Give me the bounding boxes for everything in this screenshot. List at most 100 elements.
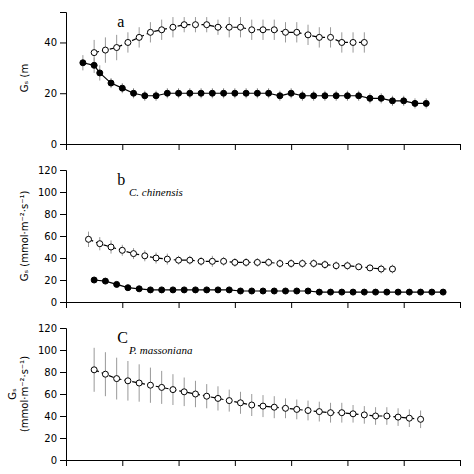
point: [215, 287, 221, 293]
point: [316, 34, 322, 40]
point: [311, 261, 317, 267]
x-tick: [179, 460, 180, 466]
point: [91, 367, 97, 373]
point: [114, 281, 120, 287]
point: [339, 289, 345, 295]
point: [299, 93, 305, 99]
x-tick: [291, 460, 292, 466]
point: [243, 259, 249, 265]
point: [142, 93, 148, 99]
x-tick: [291, 302, 292, 308]
x-tick-mark: [347, 144, 348, 150]
y-tick: 40: [44, 253, 66, 264]
point: [418, 289, 424, 295]
markers: [86, 236, 396, 272]
y-tick: 60: [44, 389, 66, 400]
point: [226, 398, 232, 404]
panel-label: b: [117, 171, 125, 188]
error-bars: [83, 55, 426, 108]
point: [356, 264, 362, 270]
point: [91, 277, 97, 283]
point: [164, 256, 170, 262]
point: [344, 93, 350, 99]
x-axis-line: [67, 145, 461, 151]
point: [198, 258, 204, 264]
y-axis-title: Gₛ (m: [19, 64, 30, 92]
point: [97, 241, 103, 247]
x-tick: [347, 302, 348, 308]
y-tick-label: 120: [38, 165, 57, 176]
y-axis: 02040: [44, 13, 66, 150]
markers: [80, 60, 429, 107]
point: [232, 90, 238, 96]
y-tick-label: 0: [51, 455, 57, 466]
point: [356, 93, 362, 99]
point: [153, 255, 159, 261]
point: [102, 278, 108, 284]
point: [125, 378, 131, 384]
y-tick-mark: [60, 350, 66, 351]
point: [204, 22, 210, 28]
figure: 02040Gₛ (ma020406080100120Gₛ (mmol·m⁻²·s…: [0, 0, 474, 474]
error-bars: [94, 17, 364, 65]
point: [159, 287, 165, 293]
y-tick-label: 100: [38, 345, 57, 356]
x-tick-mark: [291, 460, 292, 466]
point: [237, 400, 243, 406]
point: [328, 289, 334, 295]
point: [361, 289, 367, 295]
x-tick: [235, 460, 236, 466]
point: [384, 289, 390, 295]
point: [204, 287, 210, 293]
panel: 02040Gₛ (ma: [19, 13, 461, 151]
point: [271, 27, 277, 33]
point: [412, 100, 418, 106]
y-tick: 20: [44, 433, 66, 444]
point: [333, 263, 339, 269]
point: [108, 80, 114, 86]
y-tick-label: 60: [44, 231, 57, 242]
y-axis: 020406080100120: [38, 165, 67, 308]
point: [384, 413, 390, 419]
point: [147, 29, 153, 35]
x-tick-mark: [235, 302, 236, 308]
point: [367, 265, 373, 271]
x-tick: [404, 460, 405, 466]
x-tick-mark: [460, 460, 461, 466]
point: [316, 289, 322, 295]
point: [147, 287, 153, 293]
x-tick-mark: [347, 460, 348, 466]
point: [237, 24, 243, 30]
x-axis: [67, 144, 461, 150]
species-label: C. chinensis: [129, 186, 183, 198]
series-line: [89, 239, 393, 269]
x-tick: [460, 302, 461, 308]
y-tick-mark: [60, 214, 66, 215]
point: [305, 288, 311, 294]
point: [131, 90, 137, 96]
series-line: [83, 63, 426, 104]
y-tick: 120: [38, 323, 66, 334]
point: [142, 253, 148, 259]
point: [209, 90, 215, 96]
point: [131, 251, 137, 257]
point: [136, 380, 142, 386]
y-tick: 80: [44, 367, 66, 378]
point: [294, 406, 300, 412]
series-line: [94, 280, 443, 292]
point: [395, 414, 401, 420]
panel: 020406080100120Gₛ (mmol·m⁻²·s⁻¹)bC. chin…: [19, 165, 461, 308]
point: [181, 389, 187, 395]
y-tick-mark: [60, 170, 66, 171]
point: [181, 287, 187, 293]
point: [260, 27, 266, 33]
point: [249, 402, 255, 408]
x-tick-mark: [460, 144, 461, 150]
point: [389, 98, 395, 104]
point: [80, 60, 86, 66]
point: [406, 289, 412, 295]
x-tick-mark: [347, 302, 348, 308]
y-tick-label: 40: [44, 411, 57, 422]
point: [187, 90, 193, 96]
x-tick-mark: [179, 460, 180, 466]
